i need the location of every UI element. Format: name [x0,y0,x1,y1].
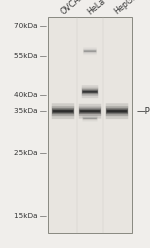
FancyBboxPatch shape [106,108,128,114]
Text: 15kDa —: 15kDa — [14,213,46,218]
FancyBboxPatch shape [82,91,98,93]
Text: 35kDa —: 35kDa — [14,108,46,114]
FancyBboxPatch shape [84,51,96,52]
Text: 40kDa —: 40kDa — [14,92,46,98]
FancyBboxPatch shape [84,50,96,52]
Bar [48,17,132,233]
FancyBboxPatch shape [106,106,128,116]
FancyBboxPatch shape [82,89,98,94]
FancyBboxPatch shape [83,91,97,93]
Text: OVCAR3: OVCAR3 [59,0,90,16]
FancyBboxPatch shape [83,117,97,120]
FancyBboxPatch shape [79,104,101,119]
FancyBboxPatch shape [82,116,98,121]
FancyBboxPatch shape [83,118,97,119]
FancyBboxPatch shape [52,108,74,114]
FancyBboxPatch shape [106,103,128,119]
FancyBboxPatch shape [107,110,127,112]
Text: HepG2: HepG2 [113,0,140,16]
FancyBboxPatch shape [82,85,98,98]
FancyBboxPatch shape [52,106,74,116]
FancyBboxPatch shape [83,50,97,53]
Text: 25kDa —: 25kDa — [14,150,46,155]
FancyBboxPatch shape [79,108,101,114]
Text: HeLa: HeLa [86,0,107,16]
FancyBboxPatch shape [83,118,97,119]
FancyBboxPatch shape [52,110,74,113]
FancyBboxPatch shape [79,107,101,116]
FancyBboxPatch shape [80,110,100,112]
FancyBboxPatch shape [79,110,101,113]
Text: 70kDa —: 70kDa — [14,23,46,29]
FancyBboxPatch shape [106,110,128,113]
FancyBboxPatch shape [52,103,74,119]
Text: 55kDa —: 55kDa — [14,53,46,59]
FancyBboxPatch shape [83,49,97,54]
Text: —PPCS: —PPCS [136,107,150,116]
FancyBboxPatch shape [53,110,73,112]
FancyBboxPatch shape [82,88,98,96]
